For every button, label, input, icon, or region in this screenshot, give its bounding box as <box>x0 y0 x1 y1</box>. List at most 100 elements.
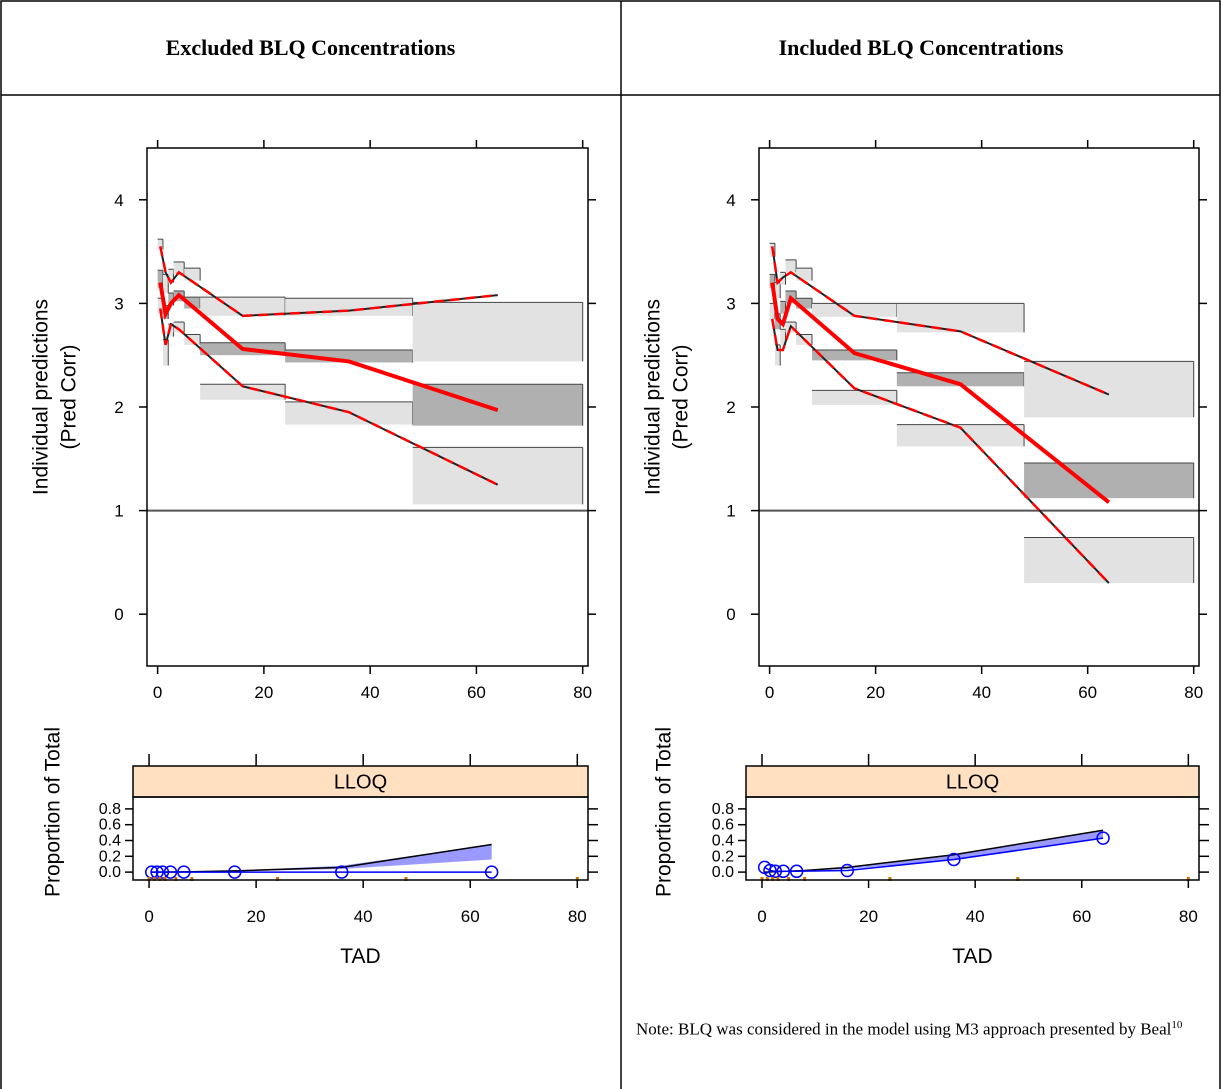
left-panel-header: Excluded BLQ Concentrations <box>165 34 456 60</box>
observed-blq-point <box>163 865 178 879</box>
y-axis-label: Individual predictions <box>30 299 53 495</box>
prediction-interval-band <box>1024 462 1194 499</box>
observed-median-line <box>158 282 499 413</box>
y-tick-label: 2 <box>726 398 735 417</box>
blq-x-tick-label: 80 <box>1179 907 1198 926</box>
prediction-interval-band <box>162 339 169 366</box>
prediction-interval-band <box>785 259 797 273</box>
blq-y-tick-label: 0.6 <box>99 817 121 834</box>
observed-blq-point <box>776 864 791 879</box>
x-tick-label: 40 <box>361 683 380 702</box>
simulated-blq-band <box>764 830 1104 873</box>
prediction-interval-band <box>412 302 583 362</box>
prediction-interval-band <box>157 298 163 314</box>
prediction-interval-band <box>200 297 286 316</box>
observed-lower-percentile-line <box>159 308 499 486</box>
blq-y-tick-label: 0.2 <box>712 848 734 865</box>
blq-y-tick-label: 0.4 <box>712 833 734 850</box>
blq-x-tick-label: 0 <box>757 907 766 926</box>
x-tick-label: 80 <box>1184 683 1203 702</box>
prediction-interval-band <box>774 282 781 299</box>
right-panel-header: Included BLQ Concentrations <box>778 34 1064 60</box>
blq-plot-frame <box>132 796 589 881</box>
observed-blq-point <box>155 865 170 879</box>
footnote: Note: BLQ was considered in the model us… <box>636 1014 1216 1041</box>
observed-blq-point <box>1096 831 1110 845</box>
y-tick-label: 0 <box>114 605 123 624</box>
observed-blq-point <box>763 863 777 878</box>
blq-x-axis-label: TAD <box>340 945 380 968</box>
observed-blq-point <box>335 865 349 879</box>
blq-x-axis-label: TAD <box>952 945 992 968</box>
blq-x-tick-label: 80 <box>568 907 587 926</box>
observed-blq-point <box>177 865 191 879</box>
prediction-interval-band <box>157 239 163 250</box>
blq-y-axis-label: Proportion of Total <box>42 727 65 897</box>
right-vpc-chart: 0 20 40 60 80 0 1 2 3 4 Individual predictions (Pre… <box>642 140 1209 968</box>
x-tick-label: 40 <box>972 683 991 702</box>
y-axis-label-line-2: (Pred Corr) <box>58 344 81 449</box>
blq-y-axis-label: Proportion of Total <box>653 727 676 897</box>
lloq-strip-label: LLOQ <box>946 772 999 794</box>
blq-y-tick-label: 0.4 <box>99 833 121 850</box>
blq-y-tick-label: 0.8 <box>712 801 734 818</box>
y-axis-label: Individual predictions <box>642 299 665 495</box>
blq-x-tick-label: 40 <box>354 907 373 926</box>
prediction-interval-band <box>896 303 1025 333</box>
blq-x-tick-label: 20 <box>247 907 266 926</box>
prediction-interval-band <box>769 303 775 319</box>
prediction-interval-band <box>769 274 775 288</box>
x-tick-label: 0 <box>153 683 162 702</box>
prediction-interval-band <box>200 384 286 400</box>
prediction-interval-band <box>812 390 897 405</box>
x-tick-label: 60 <box>467 683 486 702</box>
y-tick-label: 2 <box>114 398 123 417</box>
y-tick-label: 3 <box>726 294 735 313</box>
observed-blq-point <box>789 864 804 879</box>
prediction-interval-band <box>173 261 185 275</box>
x-tick-label: 0 <box>765 683 774 702</box>
y-tick-label: 3 <box>114 294 123 313</box>
prediction-interval-band <box>168 293 174 306</box>
observed-blq-point <box>144 865 159 879</box>
prediction-interval-band <box>780 329 786 345</box>
blq-y-tick-label: 0.0 <box>712 864 734 881</box>
y-tick-label: 4 <box>726 191 735 210</box>
prediction-interval-band <box>168 269 174 283</box>
blq-plot-frame <box>745 796 1200 881</box>
prediction-interval-band <box>157 270 163 288</box>
lloq-strip-label: LLOQ <box>334 772 387 794</box>
blq-x-tick-label: 60 <box>461 907 480 926</box>
y-tick-label: 1 <box>114 502 123 521</box>
x-tick-label: 20 <box>866 683 885 702</box>
blq-x-tick-label: 60 <box>1072 907 1091 926</box>
y-axis-label-line-2: (Pred Corr) <box>670 344 693 449</box>
prediction-interval-band <box>796 298 813 309</box>
prediction-interval-band <box>780 301 786 314</box>
y-tick-label: 1 <box>726 502 735 521</box>
prediction-interval-band <box>162 274 169 294</box>
left-vpc-chart: 0 20 40 60 80 0 1 2 3 4 Individual predictions (Pre… <box>30 140 598 968</box>
blq-x-tick-label: 20 <box>859 907 878 926</box>
observed-lower-percentile-line <box>771 318 1110 584</box>
observed-blq-point <box>484 865 499 879</box>
prediction-interval-band <box>896 424 1025 447</box>
prediction-interval-band <box>812 303 897 317</box>
blq-x-tick-label: 40 <box>966 907 985 926</box>
footnote-text: Note: BLQ was considered in the model us… <box>636 1019 1172 1039</box>
observed-blq-point <box>150 865 164 879</box>
prediction-interval-band <box>1024 537 1194 584</box>
blq-y-tick-label: 0.6 <box>712 817 734 834</box>
blq-y-tick-label: 0.2 <box>99 848 121 865</box>
simulated-blq-median-line <box>764 829 1104 873</box>
observed-median-line <box>770 282 1111 504</box>
blq-x-tick-label: 0 <box>144 907 153 926</box>
footnote-reference: 10 <box>1171 1019 1183 1031</box>
blq-y-tick-label: 0.0 <box>99 864 121 881</box>
x-tick-label: 80 <box>573 683 592 702</box>
observed-blq-point <box>227 865 242 879</box>
blq-y-tick-label: 0.8 <box>99 801 121 818</box>
simulated-blq-band <box>151 844 492 873</box>
